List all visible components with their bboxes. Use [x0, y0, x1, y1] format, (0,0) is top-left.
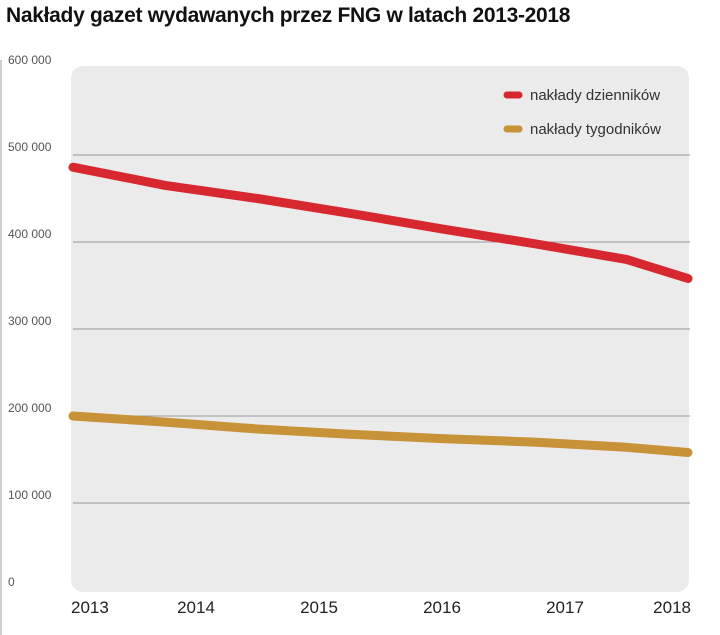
x-axis-ticks: 2013 2014 2015 2016 2017 2018	[71, 598, 691, 617]
legend-label: nakłady tygodników	[530, 121, 661, 138]
y-tick-label: 0	[8, 575, 15, 589]
legend-label: nakłady dzienników	[530, 87, 660, 104]
y-tick-label: 300 000	[8, 314, 52, 328]
x-tick-label: 2017	[546, 598, 584, 617]
series-line-tygodniki	[68, 411, 693, 457]
chart-title: Nakłady gazet wydawanych przez FNG w lat…	[6, 4, 571, 27]
x-tick-label: 2015	[300, 598, 338, 617]
y-tick-label: 500 000	[8, 140, 52, 154]
x-tick-label: 2016	[423, 598, 461, 617]
legend: nakłady dzienników nakłady tygodników	[503, 87, 661, 138]
x-tick-label: 2014	[177, 598, 215, 617]
series-line-dzienniki	[68, 162, 693, 283]
left-border	[0, 60, 2, 635]
y-tick-label: 400 000	[8, 227, 52, 241]
y-tick-label: 200 000	[8, 401, 52, 415]
x-tick-label: 2018	[653, 598, 691, 617]
y-axis-ticks: 0 100 000 200 000 300 000 400 000 500 000 600 …	[8, 53, 52, 589]
gridlines	[73, 154, 690, 504]
x-tick-label: 2013	[71, 598, 109, 617]
series-lines	[68, 162, 693, 457]
y-tick-label: 100 000	[8, 488, 52, 502]
y-tick-label: 600 000	[8, 53, 52, 67]
